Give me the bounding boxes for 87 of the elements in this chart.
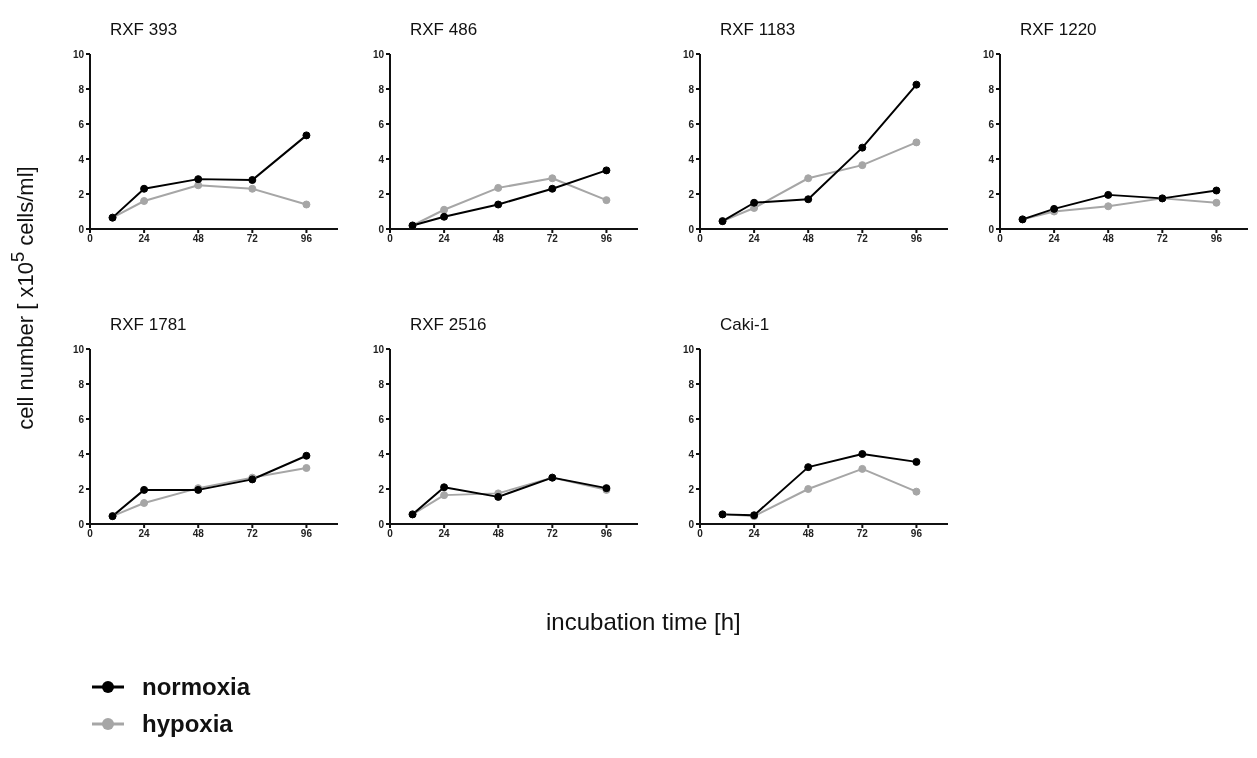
y-tick-label: 4 bbox=[988, 153, 995, 165]
y-tick-label: 6 bbox=[988, 118, 995, 130]
x-tick-label: 96 bbox=[1210, 233, 1223, 245]
y-tick-label: 0 bbox=[988, 223, 995, 235]
x-tick-label: 48 bbox=[492, 528, 505, 540]
y-tick-label: 2 bbox=[78, 188, 85, 200]
x-tick-label: 24 bbox=[748, 233, 761, 245]
y-tick-label: 10 bbox=[72, 48, 85, 60]
y-tick-label: 0 bbox=[688, 223, 695, 235]
y-tick-label: 8 bbox=[688, 83, 695, 95]
x-tick-label: 96 bbox=[600, 528, 613, 540]
x-tick-label: 0 bbox=[387, 233, 394, 245]
x-tick-label: 48 bbox=[802, 528, 815, 540]
x-tick-label: 72 bbox=[856, 528, 869, 540]
y-tick-label: 8 bbox=[688, 378, 695, 390]
y-tick-label: 10 bbox=[72, 343, 85, 355]
y-tick-label: 8 bbox=[378, 378, 385, 390]
chart-title: RXF 1220 bbox=[1020, 20, 1097, 40]
x-tick-label: 48 bbox=[192, 233, 205, 245]
x-tick-label: 96 bbox=[600, 233, 613, 245]
x-tick-label: 96 bbox=[910, 233, 923, 245]
x-tick-label: 96 bbox=[300, 528, 313, 540]
x-tick-label: 0 bbox=[87, 528, 94, 540]
y-tick-label: 10 bbox=[372, 343, 385, 355]
y-tick-label: 10 bbox=[982, 48, 995, 60]
x-tick-label: 72 bbox=[546, 233, 559, 245]
y-tick-label: 4 bbox=[688, 448, 695, 460]
y-tick-label: 8 bbox=[78, 378, 85, 390]
x-tick-label: 24 bbox=[748, 528, 761, 540]
y-tick-label: 6 bbox=[688, 118, 695, 130]
y-tick-label: 10 bbox=[682, 48, 695, 60]
y-tick-label: 4 bbox=[378, 153, 385, 165]
y-tick-label: 10 bbox=[372, 48, 385, 60]
x-tick-label: 96 bbox=[300, 233, 313, 245]
x-tick-label: 72 bbox=[246, 528, 259, 540]
x-tick-label: 0 bbox=[87, 233, 94, 245]
x-tick-label: 24 bbox=[138, 528, 151, 540]
y-tick-label: 0 bbox=[378, 518, 385, 530]
x-tick-label: 24 bbox=[138, 233, 151, 245]
chart-title: RXF 1781 bbox=[110, 315, 187, 335]
x-tick-label: 0 bbox=[697, 233, 704, 245]
legend-label: hypoxia bbox=[142, 709, 233, 738]
y-tick-label: 6 bbox=[78, 118, 85, 130]
x-tick-label: 48 bbox=[802, 233, 815, 245]
chart-title: Caki-1 bbox=[720, 315, 770, 335]
x-tick-label: 0 bbox=[697, 528, 704, 540]
x-tick-label: 72 bbox=[246, 233, 259, 245]
legend-label: normoxia bbox=[142, 672, 251, 701]
x-tick-label: 96 bbox=[910, 528, 923, 540]
x-tick-label: 72 bbox=[546, 528, 559, 540]
y-tick-label: 8 bbox=[988, 83, 995, 95]
y-tick-label: 6 bbox=[78, 413, 85, 425]
y-tick-label: 2 bbox=[378, 483, 385, 495]
y-tick-label: 0 bbox=[78, 518, 85, 530]
y-tick-label: 6 bbox=[378, 413, 385, 425]
x-tick-label: 0 bbox=[997, 233, 1004, 245]
chart-title: RXF 1183 bbox=[720, 20, 796, 40]
y-tick-label: 4 bbox=[78, 153, 85, 165]
y-tick-label: 2 bbox=[378, 188, 385, 200]
y-tick-label: 2 bbox=[78, 483, 85, 495]
chart-title: RXF 393 bbox=[110, 20, 178, 40]
chart-title: RXF 486 bbox=[410, 20, 478, 40]
x-tick-label: 48 bbox=[1102, 233, 1115, 245]
x-tick-label: 72 bbox=[1156, 233, 1169, 245]
y-tick-label: 4 bbox=[78, 448, 85, 460]
y-tick-label: 10 bbox=[682, 343, 695, 355]
y-tick-label: 0 bbox=[688, 518, 695, 530]
y-tick-label: 2 bbox=[688, 188, 695, 200]
y-tick-label: 0 bbox=[378, 223, 385, 235]
x-tick-label: 24 bbox=[438, 233, 451, 245]
x-tick-label: 24 bbox=[1048, 233, 1061, 245]
y-tick-label: 6 bbox=[378, 118, 385, 130]
x-tick-label: 0 bbox=[387, 528, 394, 540]
y-tick-label: 8 bbox=[78, 83, 85, 95]
x-axis-title: incubation time [h] bbox=[546, 608, 741, 636]
y-tick-label: 0 bbox=[78, 223, 85, 235]
y-tick-label: 2 bbox=[688, 483, 695, 495]
y-tick-label: 2 bbox=[988, 188, 995, 200]
x-tick-label: 48 bbox=[492, 233, 505, 245]
x-tick-label: 24 bbox=[438, 528, 451, 540]
y-tick-label: 4 bbox=[688, 153, 695, 165]
x-tick-label: 48 bbox=[192, 528, 205, 540]
chart-title: RXF 2516 bbox=[410, 315, 487, 335]
y-tick-label: 8 bbox=[378, 83, 385, 95]
y-tick-label: 4 bbox=[378, 448, 385, 460]
x-tick-label: 72 bbox=[856, 233, 869, 245]
y-tick-label: 6 bbox=[688, 413, 695, 425]
